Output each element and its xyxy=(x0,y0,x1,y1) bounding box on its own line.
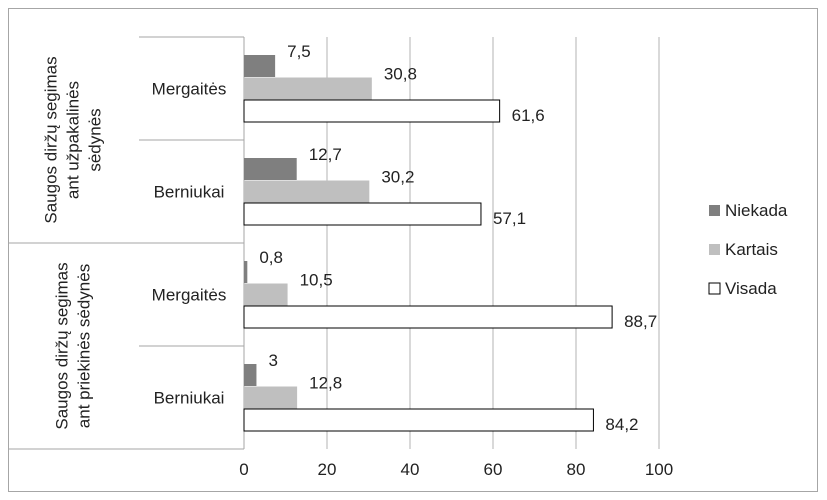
x-tick-label-0: 0 xyxy=(239,460,248,479)
legend-label-visada: Visada xyxy=(725,279,777,298)
data-label-niekada-3: 3 xyxy=(268,351,277,370)
data-label-visada-1: 57,1 xyxy=(493,209,526,228)
group-label-0-line-0: Saugos diržų segimas xyxy=(41,56,60,223)
data-label-visada-3: 84,2 xyxy=(605,415,638,434)
legend-swatch-kartais xyxy=(709,244,720,255)
category-label-0: Mergaitės xyxy=(152,80,227,99)
bar-visada-0 xyxy=(243,99,501,123)
bar-niekada-2 xyxy=(244,261,248,283)
category-label-2: Mergaitės xyxy=(152,286,227,305)
data-label-niekada-2: 0,8 xyxy=(259,248,283,267)
bar-niekada-0 xyxy=(244,55,276,77)
data-label-kartais-0: 30,8 xyxy=(384,65,417,84)
bar-visada-1 xyxy=(243,202,482,226)
bar-kartais-3 xyxy=(244,386,298,409)
data-label-kartais-2: 10,5 xyxy=(300,271,333,290)
group-label-1-line-0: Saugos diržų segimas xyxy=(52,262,71,429)
data-label-kartais-3: 12,8 xyxy=(309,374,342,393)
category-label-3: Berniukai xyxy=(154,389,225,408)
bar-kartais-0 xyxy=(244,77,372,100)
group-label-1-line-1: ant priekinės sėdynės xyxy=(74,264,93,428)
bar-kartais-1 xyxy=(244,180,370,203)
category-label-1: Berniukai xyxy=(154,183,225,202)
bar-kartais-2 xyxy=(244,283,288,306)
bar-niekada-1 xyxy=(244,158,297,180)
x-tick-label-2: 40 xyxy=(401,460,420,479)
legend-label-kartais: Kartais xyxy=(725,240,778,259)
group-label-0-line-1: ant užpakalinės xyxy=(63,81,82,199)
x-tick-label-4: 80 xyxy=(567,460,586,479)
x-tick-label-1: 20 xyxy=(318,460,337,479)
bar-visada-3 xyxy=(243,408,594,432)
chart-frame: 0 20 40 60 80 100 Saugos diržų segimas ant užpa… xyxy=(8,8,818,492)
data-label-visada-2: 88,7 xyxy=(624,312,657,331)
bar-niekada-3 xyxy=(244,364,257,386)
x-tick-label-5: 100 xyxy=(645,460,673,479)
bar-visada-2 xyxy=(243,305,613,329)
legend-swatch-niekada xyxy=(709,205,720,216)
data-label-niekada-1: 12,7 xyxy=(309,145,342,164)
x-tick-label-3: 60 xyxy=(484,460,503,479)
group-label-0-line-2: sėdynės xyxy=(85,108,104,171)
legend-label-niekada: Niekada xyxy=(725,201,788,220)
data-label-visada-0: 61,6 xyxy=(512,106,545,125)
data-label-kartais-1: 30,2 xyxy=(381,168,414,187)
legend-swatch-visada xyxy=(708,282,721,295)
data-label-niekada-0: 7,5 xyxy=(287,42,311,61)
